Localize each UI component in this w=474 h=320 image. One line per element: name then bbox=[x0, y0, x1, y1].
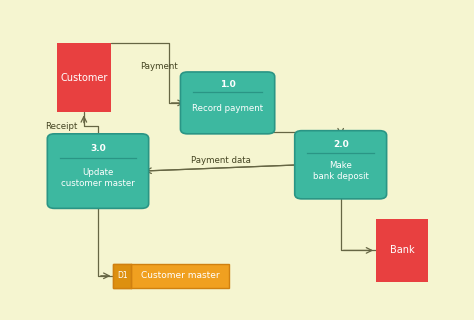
Text: Receipt: Receipt bbox=[45, 122, 77, 131]
Bar bbox=[376, 219, 428, 282]
Text: Payment data: Payment data bbox=[191, 156, 250, 164]
Text: Customer: Customer bbox=[60, 73, 108, 83]
Text: Update
customer master: Update customer master bbox=[61, 168, 135, 188]
Text: Customer master: Customer master bbox=[141, 271, 219, 280]
Text: D1: D1 bbox=[117, 271, 128, 280]
Text: 1.0: 1.0 bbox=[220, 80, 236, 89]
Bar bbox=[113, 264, 131, 288]
Text: Record payment: Record payment bbox=[192, 104, 263, 113]
Text: Payment: Payment bbox=[140, 62, 178, 71]
FancyBboxPatch shape bbox=[295, 131, 387, 199]
Text: 2.0: 2.0 bbox=[333, 140, 348, 149]
Text: Bank: Bank bbox=[390, 245, 414, 255]
Bar bbox=[57, 43, 111, 112]
FancyBboxPatch shape bbox=[181, 72, 275, 134]
Bar bbox=[113, 264, 229, 288]
FancyBboxPatch shape bbox=[47, 134, 149, 208]
Text: 3.0: 3.0 bbox=[90, 144, 106, 153]
Text: Make
bank deposit: Make bank deposit bbox=[313, 161, 369, 181]
